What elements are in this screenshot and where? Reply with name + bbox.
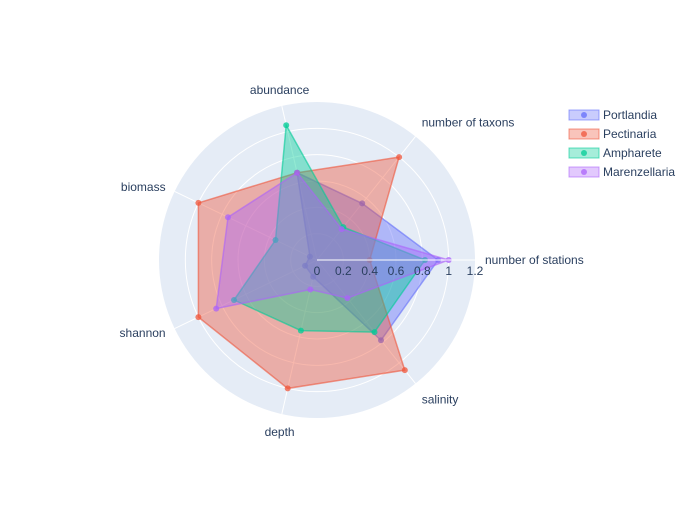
data-point[interactable] <box>302 262 309 269</box>
series-ampharete[interactable] <box>231 122 428 336</box>
data-point[interactable] <box>371 329 378 336</box>
series-area[interactable] <box>197 156 406 390</box>
legend-label: Portlandia <box>603 108 657 122</box>
legend-label: Pectinaria <box>603 127 657 141</box>
axis-label: biomass <box>121 180 166 194</box>
legend[interactable]: Portlandia Pectinaria Ampharete Marenzellar… <box>568 108 675 179</box>
data-point[interactable] <box>297 327 304 334</box>
axis-label: salinity <box>422 392 459 406</box>
series-layer <box>195 122 475 392</box>
data-point[interactable] <box>359 200 366 207</box>
legend-label: Ampharete <box>603 146 662 160</box>
axis-label: number of taxons <box>422 116 515 130</box>
data-point[interactable] <box>338 226 345 233</box>
data-point[interactable] <box>195 199 202 206</box>
axis-label: depth <box>265 425 295 439</box>
data-point[interactable] <box>284 385 291 392</box>
data-point[interactable] <box>231 297 237 303</box>
legend-item-pectinaria[interactable]: Pectinaria <box>568 127 657 141</box>
data-point[interactable] <box>396 154 403 161</box>
grid-spoke <box>316 259 416 384</box>
radial-tick-label: 1.2 <box>467 264 484 278</box>
legend-item-marenzellaria[interactable]: Marenzellaria <box>568 165 675 179</box>
axis-labels: number of stations number of taxons abunda… <box>120 83 584 439</box>
radial-tick-label: 0.2 <box>335 264 352 278</box>
axis-label: abundance <box>250 83 310 97</box>
radial-tick-label: 0 <box>314 264 321 278</box>
radial-tick-label: 0.6 <box>388 264 405 278</box>
data-point[interactable] <box>307 286 314 293</box>
radial-tick-label: 1 <box>445 264 452 278</box>
radial-tick-label: 0.8 <box>414 264 431 278</box>
legend-marker <box>581 150 587 156</box>
legend-label: Marenzellaria <box>603 165 675 179</box>
series-area[interactable] <box>296 171 440 342</box>
legend-item-ampharete[interactable]: Ampharete <box>568 146 662 160</box>
series-area[interactable] <box>232 122 427 333</box>
data-point[interactable] <box>378 337 384 344</box>
data-point[interactable] <box>283 122 290 129</box>
axis-label: number of stations <box>485 253 584 267</box>
data-point[interactable] <box>213 305 220 312</box>
radial-ticks: 0 0.2 0.4 0.6 0.8 1 1.2 <box>314 264 484 278</box>
series-area[interactable] <box>215 171 452 310</box>
data-point[interactable] <box>310 273 317 280</box>
data-point[interactable] <box>344 295 351 302</box>
data-point[interactable] <box>225 214 231 221</box>
data-point[interactable] <box>306 253 313 260</box>
legend-marker <box>581 112 587 118</box>
data-point[interactable] <box>272 237 279 243</box>
legend-item-portlandia[interactable]: Portlandia <box>568 108 657 122</box>
series-pectinaria[interactable] <box>195 154 408 392</box>
axis-label: shannon <box>120 326 166 340</box>
series-marenzellaria[interactable] <box>213 169 452 312</box>
data-point[interactable] <box>195 314 202 321</box>
data-point[interactable] <box>401 367 408 374</box>
radial-tick-label: 0.4 <box>361 264 378 278</box>
legend-marker <box>581 169 587 175</box>
legend-marker <box>581 131 587 137</box>
data-point[interactable] <box>294 169 301 176</box>
